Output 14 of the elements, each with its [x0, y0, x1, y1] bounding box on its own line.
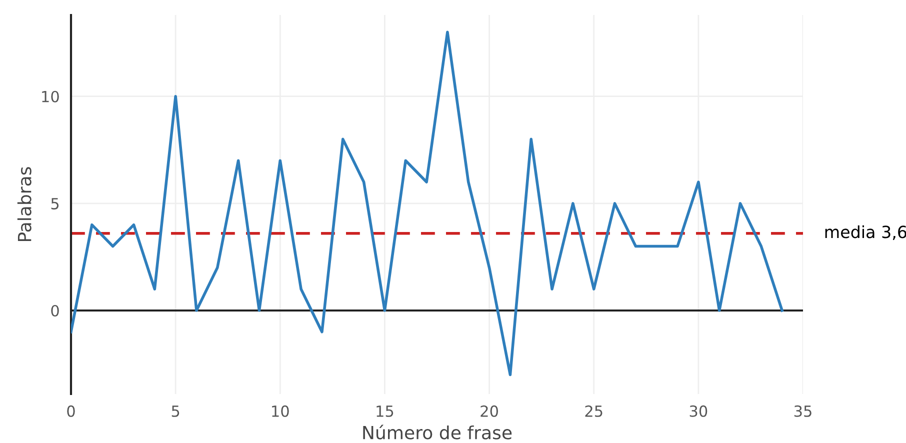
x-tick-label: 30 [690, 405, 708, 417]
x-tick-label: 0 [67, 405, 75, 417]
x-tick-label: 5 [172, 406, 180, 417]
y-tick-label: 10 [42, 90, 59, 102]
y-tick-label: 0 [51, 304, 59, 317]
x-tick-label: 20 [480, 405, 498, 417]
y-tick-label: 5 [51, 198, 59, 210]
x-tick-label: 15 [376, 406, 394, 417]
x-tick-label: 35 [794, 405, 812, 417]
x-tick-label: 10 [272, 405, 289, 417]
x-tick-label: 25 [585, 405, 602, 417]
x-axis-title: Número de frase [363, 424, 512, 440]
line-series [71, 30, 784, 376]
y-axis-title: Palabras [17, 167, 32, 242]
